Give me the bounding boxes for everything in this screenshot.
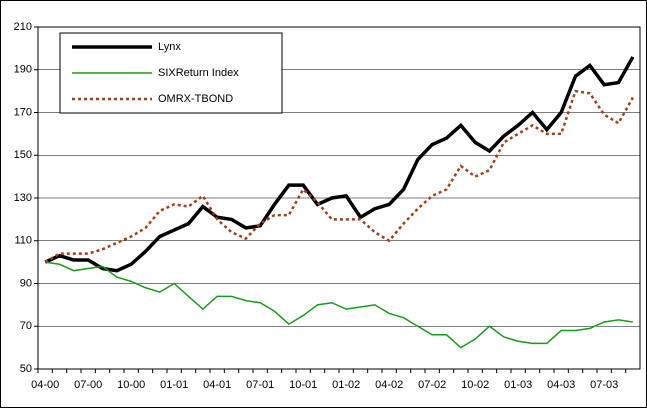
series-line [45,261,633,349]
legend-label: OMRX-TBOND [158,93,233,105]
y-tick-label: 170 [14,106,32,118]
x-tick-label: 07-00 [74,379,102,391]
legend-label: SIXReturn Index [158,67,239,79]
y-tick-label: 70 [20,320,32,332]
y-tick-label: 110 [14,235,32,247]
y-tick-label: 50 [20,363,32,375]
y-tick-label: 150 [14,149,32,161]
y-tick-label: 190 [14,64,32,76]
series-line [44,56,635,273]
y-tick-label: 210 [14,21,32,33]
x-tick-label: 01-03 [504,379,532,391]
legend-label: Lynx [158,41,181,53]
x-tick-label: 01-01 [160,379,188,391]
x-tick-label: 10-02 [461,379,489,391]
x-tick-label: 01-02 [332,379,360,391]
x-tick-label: 10-01 [289,379,317,391]
x-tick-label: 07-03 [590,379,618,391]
x-tick-label: 07-01 [246,379,274,391]
x-tick-label: 04-02 [375,379,403,391]
x-tick-label: 04-00 [31,379,59,391]
x-tick-label: 04-03 [547,379,575,391]
x-tick-label: 10-00 [117,379,145,391]
x-tick-label: 04-01 [203,379,231,391]
x-tick-label: 07-02 [418,379,446,391]
y-tick-label: 90 [20,277,32,289]
y-tick-label: 130 [14,192,32,204]
